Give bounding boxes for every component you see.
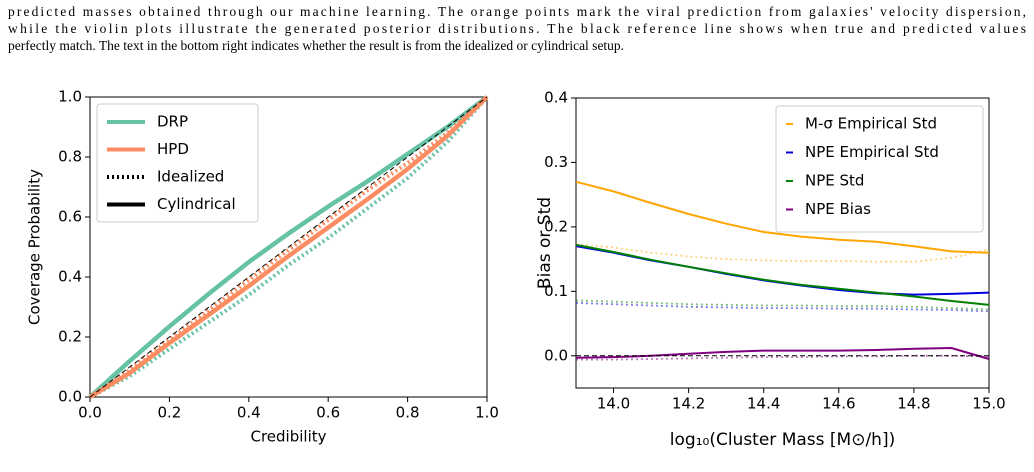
x-tick-label: 14.2 (672, 395, 705, 413)
legend-label: Idealized (157, 168, 224, 186)
y-tick-label: 0.3 (544, 153, 568, 171)
y-axis-label: Coverage Probability (26, 169, 44, 325)
series-line (575, 299, 990, 311)
legend-label: HPD (157, 140, 189, 158)
series-line (575, 243, 990, 306)
caption-line: perfectly match. The text in the bottom … (8, 38, 624, 53)
x-tick-label: 0.8 (396, 404, 420, 422)
series-line (89, 96, 488, 398)
x-tick-label: 14.8 (897, 395, 930, 413)
y-tick-label: 0.0 (58, 388, 82, 406)
series-line (575, 180, 990, 254)
legend-label: DRP (157, 113, 188, 131)
x-tick-label: 14.4 (747, 395, 780, 413)
legend-label: M-σ Empirical Std (805, 115, 937, 133)
series-line (575, 302, 990, 313)
series-line (88, 95, 489, 399)
y-axis-label: Bias or Std (535, 197, 555, 289)
x-tick-label: 0.4 (237, 404, 261, 422)
x-tick-label: 0.0 (78, 404, 102, 422)
plot-frame (575, 97, 990, 389)
x-axis-label: log₁₀(Cluster Mass [M⊙/h]) (670, 430, 895, 450)
series-line (89, 95, 489, 399)
x-tick-label: 15.0 (972, 395, 1005, 413)
x-axis-label: Credibility (250, 428, 326, 446)
legend-box (96, 103, 259, 223)
x-tick-label: 14.0 (597, 395, 630, 413)
series-line (575, 243, 990, 263)
caption-line: predicted masses obtained through our ma… (8, 4, 1026, 19)
x-tick-label: 14.6 (822, 395, 855, 413)
y-tick-label: 0.4 (544, 89, 568, 107)
caption-line: while the violin plots illustrate the ge… (8, 21, 1026, 36)
y-tick-label: 1.0 (58, 88, 82, 106)
series-line (575, 245, 990, 296)
y-tick-label: 0.6 (58, 208, 82, 226)
x-tick-label: 1.0 (475, 404, 499, 422)
y-tick-label: 0.1 (544, 282, 568, 300)
legend-label: NPE Std (805, 172, 864, 190)
y-tick-label: 0.8 (58, 148, 82, 166)
series-line (88, 95, 489, 399)
y-tick-label: 0.4 (58, 268, 82, 286)
y-tick-label: 0.2 (58, 328, 82, 346)
legend-label: Cylindrical (157, 195, 236, 213)
series-line (576, 354, 990, 361)
plot-frame (89, 96, 488, 398)
y-tick-label: 0.2 (544, 217, 568, 235)
series-line (88, 95, 489, 399)
legend-box (775, 105, 984, 233)
legend-label: NPE Empirical Std (805, 143, 939, 161)
x-tick-label: 0.2 (157, 404, 181, 422)
x-tick-label: 0.6 (316, 404, 340, 422)
y-tick-label: 0.0 (544, 346, 568, 364)
legend-label: NPE Bias (805, 200, 871, 218)
